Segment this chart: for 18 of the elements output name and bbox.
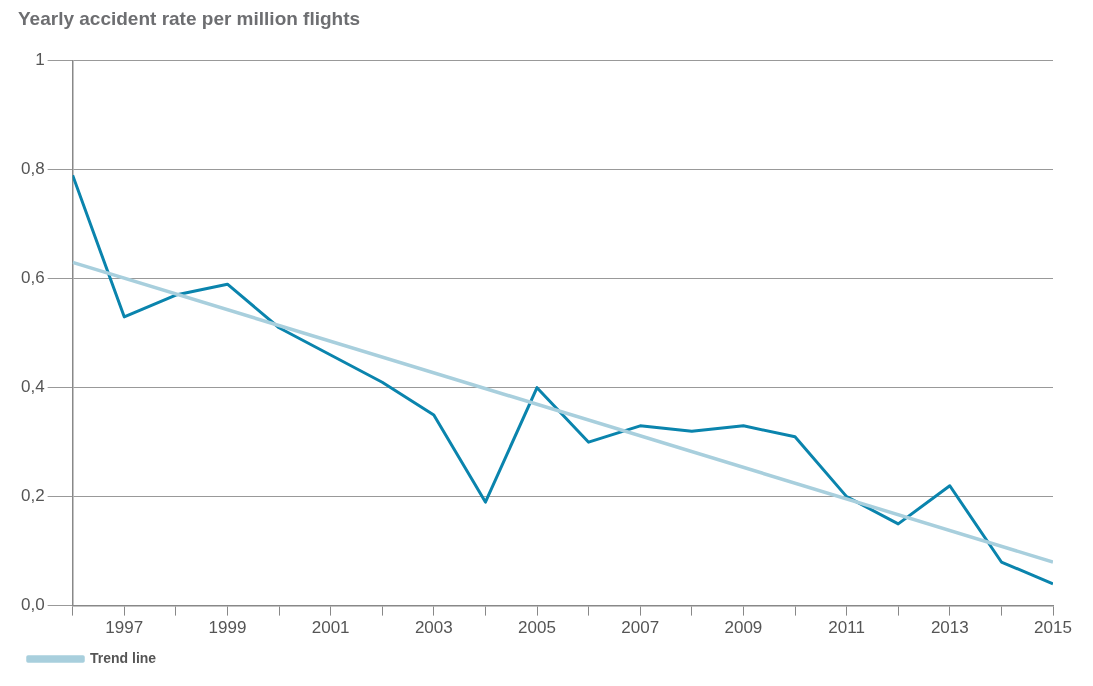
x-tick-label: 2009 [724, 618, 763, 638]
y-tick-label: 0,8 [20, 159, 45, 179]
x-tick-label: 2005 [518, 618, 556, 638]
x-tick-label: 2015 [1034, 618, 1072, 638]
x-tick-label: 2003 [414, 618, 453, 638]
x-tick-label: 2001 [311, 618, 350, 638]
y-tick-label: 0,0 [20, 595, 45, 615]
y-tick-label: 0,2 [20, 486, 45, 506]
x-tick-label: 2013 [930, 618, 969, 638]
y-tick-label: 1 [35, 50, 45, 70]
x-tick-label: 2011 [828, 618, 865, 638]
x-tick-label: 2007 [621, 618, 660, 638]
x-tick-label: 1997 [105, 618, 144, 638]
y-tick-label: 0,4 [20, 377, 45, 397]
chart-title: Yearly accident rate per million flights [18, 7, 361, 29]
y-tick-label: 0,6 [20, 268, 45, 288]
legend-label: Trend line [90, 649, 157, 666]
x-tick-label: 1999 [208, 618, 247, 638]
